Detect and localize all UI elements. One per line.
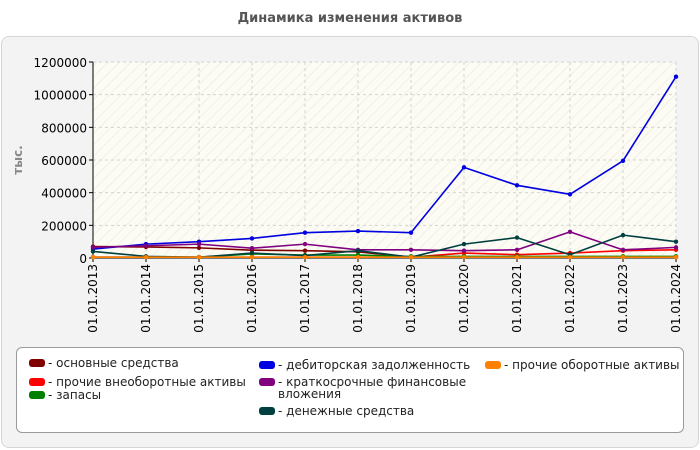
data-point	[514, 254, 520, 260]
legend-item-short-term-investments: - краткосрочные финансовые вложения	[259, 376, 479, 400]
data-point	[355, 248, 361, 253]
data-point	[461, 248, 467, 253]
data-point	[461, 254, 467, 260]
data-point	[355, 228, 361, 234]
data-point	[249, 246, 255, 251]
legend-item-other-current-assets: - прочие оборотные активы	[485, 359, 680, 371]
chart-title: Динамика изменения активов	[237, 11, 463, 26]
x-tick-label: 01.01.2024	[669, 264, 683, 333]
legend-label: - краткосрочные финансовые вложения	[278, 375, 467, 401]
legend-swatch	[29, 359, 45, 367]
y-tick-label: 600000	[41, 154, 87, 168]
data-point	[143, 243, 149, 248]
series-lines	[90, 74, 679, 260]
x-tick-label: 01.01.2017	[298, 264, 312, 333]
data-point	[620, 254, 626, 260]
data-point	[196, 245, 202, 251]
data-point	[302, 254, 308, 260]
data-point	[673, 245, 679, 250]
data-point	[302, 241, 308, 247]
legend-swatch	[29, 378, 45, 386]
data-point	[249, 236, 255, 241]
legend-item-receivables: - дебиторская задолженность	[259, 359, 470, 371]
data-point	[673, 254, 679, 260]
y-tick-label: 1000000	[34, 89, 87, 103]
legend-item-other-noncurrent-assets: - прочие внеоборотные активы	[29, 376, 246, 388]
data-point	[673, 239, 679, 244]
tick-labels: 0 200000 400000 600000 800000 1000000 1200000 0…	[11, 56, 683, 333]
legend-swatch	[259, 361, 275, 369]
legend-label: - прочие оборотные активы	[504, 358, 680, 372]
x-tick-label: 01.01.2014	[139, 264, 153, 333]
data-point	[461, 241, 467, 247]
legend-item-fixed-assets: - основные средства	[29, 357, 179, 369]
y-tick-label: 0	[79, 252, 87, 266]
data-point	[196, 254, 202, 260]
x-tick-label: 01.01.2021	[510, 264, 524, 333]
data-point	[143, 254, 149, 260]
legend-label: - основные средства	[48, 356, 179, 370]
data-point	[514, 247, 520, 253]
data-point	[514, 183, 520, 188]
grid-lines	[93, 61, 677, 258]
y-axis-title: тыс.	[11, 145, 25, 174]
legend-swatch	[29, 391, 45, 399]
legend-item-cash: - денежные средства	[259, 405, 414, 417]
x-tick-label: 01.01.2019	[404, 264, 418, 333]
series-line	[92, 231, 677, 252]
x-tick-label: 01.01.2016	[245, 264, 259, 333]
data-point	[567, 192, 573, 197]
x-tick-label: 01.01.2018	[351, 264, 365, 333]
data-point	[302, 230, 308, 235]
legend-swatch	[259, 407, 275, 415]
data-point	[620, 247, 626, 253]
data-point	[90, 254, 96, 260]
data-point	[461, 165, 467, 170]
x-tick-label: 01.01.2015	[192, 264, 206, 333]
y-tick-label: 800000	[41, 121, 87, 135]
y-tick-label: 200000	[41, 219, 87, 233]
legend: - основные средства - прочие внеоборотны…	[16, 347, 684, 433]
legend-label: - прочие внеоборотные активы	[48, 375, 246, 389]
data-point	[620, 232, 626, 238]
data-point	[196, 241, 202, 247]
data-point	[514, 235, 520, 240]
data-point	[567, 254, 573, 260]
y-tick-label: 1200000	[34, 56, 87, 70]
legend-label: - дебиторская задолженность	[278, 358, 471, 372]
x-tick-label: 01.01.2013	[86, 264, 100, 333]
data-point	[620, 158, 626, 164]
data-point	[249, 250, 255, 256]
data-point	[90, 245, 96, 250]
x-tick-label: 01.01.2023	[616, 264, 630, 333]
data-point	[90, 249, 96, 254]
legend-item-inventory: - запасы	[29, 389, 101, 401]
data-point	[567, 229, 573, 235]
x-tick-label: 01.01.2020	[457, 264, 471, 333]
data-point	[408, 254, 414, 260]
data-point	[408, 230, 414, 235]
x-tick-label: 01.01.2022	[563, 264, 577, 333]
series-line	[92, 76, 677, 250]
legend-swatch	[485, 361, 501, 369]
data-point	[355, 254, 361, 260]
data-point	[673, 74, 679, 79]
legend-label: - запасы	[48, 388, 102, 402]
data-point	[408, 247, 414, 253]
plot-area	[93, 62, 676, 258]
data-point	[302, 248, 308, 253]
data-point	[249, 254, 255, 260]
legend-label: - денежные средства	[278, 404, 415, 418]
y-tick-label: 400000	[41, 187, 87, 201]
legend-swatch	[259, 378, 275, 386]
